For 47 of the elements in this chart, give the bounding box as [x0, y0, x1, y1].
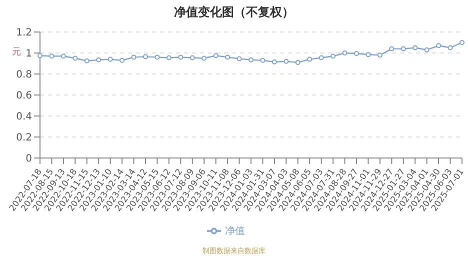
point: [166, 55, 172, 60]
point: [330, 54, 336, 59]
y-tick-label: 0.2: [16, 132, 32, 144]
point: [108, 56, 113, 62]
point: [354, 51, 359, 56]
point: [60, 54, 66, 59]
point: [366, 52, 371, 58]
y-tick-label: 1.2: [16, 28, 32, 39]
point: [143, 54, 148, 60]
point: [400, 46, 406, 52]
point: [120, 58, 125, 63]
point: [190, 55, 195, 60]
point: [424, 47, 430, 52]
point: [202, 56, 207, 61]
point: [389, 46, 394, 52]
point: [248, 57, 254, 62]
point: [284, 58, 289, 64]
point: [49, 54, 54, 59]
point: [225, 54, 230, 60]
point: [448, 45, 453, 50]
point: [131, 54, 136, 60]
point: [377, 52, 382, 58]
chart-title: 净值变化图（不复权）: [173, 4, 295, 21]
y-tick-label: 0: [26, 154, 32, 165]
point: [412, 45, 418, 50]
point: [72, 56, 78, 61]
point: [460, 40, 464, 45]
y-axis-title: 元: [12, 46, 21, 58]
point: [38, 53, 42, 58]
point: [84, 58, 90, 64]
point: [272, 59, 277, 64]
y-tick-label: 0.4: [16, 112, 32, 123]
point: [178, 54, 184, 60]
point: [436, 43, 442, 48]
point: [318, 55, 324, 60]
y-tick-label: 0.8: [16, 70, 32, 81]
legend-label: 净值: [225, 226, 245, 237]
point: [213, 53, 218, 58]
point: [307, 56, 312, 62]
y-tick-label: 1: [26, 48, 32, 60]
y-tick-label: 0.6: [16, 90, 32, 102]
point: [96, 57, 102, 62]
point: [154, 54, 160, 60]
point: [236, 56, 242, 62]
point: [260, 58, 266, 63]
point: [342, 50, 348, 56]
point: [295, 60, 300, 65]
